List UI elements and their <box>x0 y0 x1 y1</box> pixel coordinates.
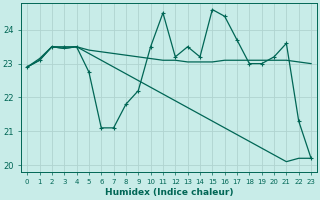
X-axis label: Humidex (Indice chaleur): Humidex (Indice chaleur) <box>105 188 233 197</box>
